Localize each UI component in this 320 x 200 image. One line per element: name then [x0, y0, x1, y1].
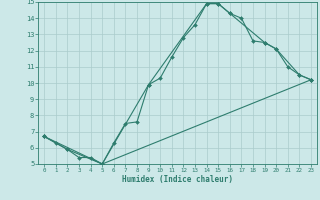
X-axis label: Humidex (Indice chaleur): Humidex (Indice chaleur) — [122, 175, 233, 184]
